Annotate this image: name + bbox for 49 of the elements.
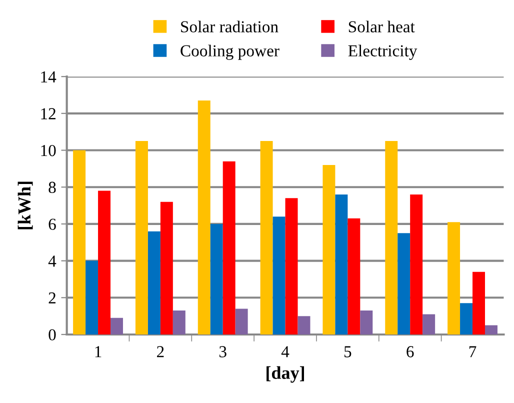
bar (110, 318, 123, 334)
x-tick-label: 1 (95, 346, 102, 358)
legend-label: Cooling power (180, 44, 280, 60)
legend-label: Solar radiation (181, 20, 278, 32)
bar (73, 150, 86, 334)
bar (172, 310, 186, 334)
y-axis-title: [kWh] (18, 182, 33, 230)
bar (135, 141, 148, 334)
bar (222, 161, 236, 334)
bar (335, 194, 348, 334)
bar (360, 310, 373, 334)
bar (460, 303, 473, 334)
bar (235, 308, 248, 334)
bar (385, 141, 398, 334)
bar (410, 194, 423, 334)
bar (260, 141, 273, 334)
bar (148, 231, 160, 334)
y-tick-label: 6 (48, 218, 56, 230)
y-tick-label: 14 (41, 71, 56, 82)
bar (472, 272, 485, 334)
bar (98, 190, 111, 334)
x-tick-label: 3 (219, 346, 226, 358)
legend-label: Electricity (348, 44, 418, 60)
bar (422, 314, 436, 334)
bar (298, 316, 310, 334)
y-tick-label: 0 (48, 329, 56, 340)
bar (348, 218, 360, 334)
y-tick-label: 4 (48, 256, 56, 267)
bar (285, 198, 298, 334)
x-tick-label: 4 (281, 346, 290, 358)
legend-label: Solar heat (348, 20, 415, 32)
bar (210, 224, 223, 334)
x-tick-label: 7 (469, 346, 476, 358)
bar (160, 202, 173, 334)
y-tick-label: 12 (41, 108, 56, 120)
bar (198, 100, 210, 334)
y-tick-label: 8 (48, 182, 56, 194)
bar (272, 216, 286, 334)
y-tick-label: 2 (48, 292, 56, 304)
bar (484, 325, 498, 334)
bar (322, 165, 336, 334)
x-tick-label: 2 (157, 346, 164, 358)
bar (86, 260, 98, 334)
x-tick-label: 6 (406, 346, 414, 358)
bar (398, 233, 410, 334)
x-tick-label: 5 (344, 346, 352, 358)
bar (448, 222, 460, 334)
x-axis-title: [day] (266, 366, 304, 383)
y-tick-label: 10 (41, 144, 56, 156)
